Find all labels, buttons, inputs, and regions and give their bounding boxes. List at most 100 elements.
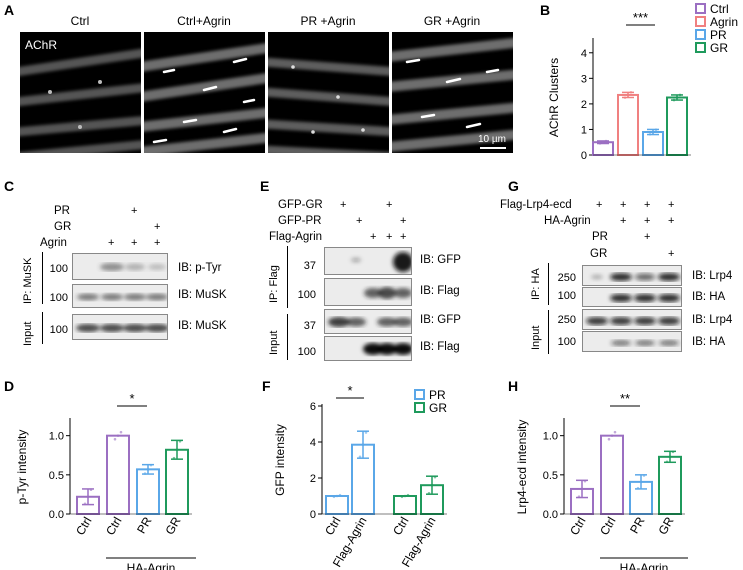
data-point [427, 492, 431, 495]
scale-bar [480, 147, 506, 149]
legend-swatch [414, 389, 425, 400]
bar [325, 495, 349, 515]
row-label-gfp-pr: GFP-PR [278, 215, 322, 227]
data-point [598, 142, 602, 145]
legend-label: Agrin [710, 15, 738, 29]
data-point [149, 463, 153, 467]
ib-label: IB: Lrp4 [692, 314, 733, 326]
mw-marker: 37 [303, 320, 316, 332]
data-point [406, 493, 410, 497]
data-point [678, 93, 682, 97]
row-label-gr: GR [54, 221, 72, 233]
ip-bracket [548, 263, 549, 305]
data-point [577, 495, 581, 498]
panel-label-b: B [540, 2, 551, 18]
bar [136, 468, 160, 515]
treatment-mark: + [668, 248, 675, 260]
bar [600, 434, 624, 516]
ip-label: IP: HA [530, 268, 542, 300]
x-tick-label: PR [627, 514, 648, 536]
data-point [601, 140, 605, 144]
mw-marker: 100 [297, 289, 316, 301]
treatment-mark: + [668, 199, 675, 211]
y-tick-label: 0.0 [543, 509, 558, 521]
legend-swatch [695, 42, 706, 53]
y-tick-label: 6 [310, 401, 316, 413]
y-axis-title: p-Tyr intensity [15, 430, 29, 505]
bar [666, 96, 688, 156]
data-point [639, 480, 643, 484]
micrograph-title-ctrl: Ctrl [70, 14, 90, 28]
y-axis-title: Lrp4-ecd intensity [515, 420, 529, 515]
group-label: HA-Agrin [127, 561, 176, 570]
treatment-mark: + [644, 199, 651, 211]
input-bracket [42, 312, 43, 344]
bar [106, 434, 130, 516]
data-point [83, 502, 87, 506]
data-point [433, 475, 437, 479]
treatment-mark: + [386, 199, 393, 211]
micrograph-ctrl: AChR [20, 32, 141, 153]
ip-bracket [42, 252, 43, 304]
data-point [172, 456, 176, 460]
data-point [146, 468, 150, 471]
treatment-mark: + [386, 231, 393, 243]
data-point [604, 139, 608, 143]
blot-flag-ip [324, 278, 412, 306]
data-point [403, 494, 407, 498]
blot-lrp4-ip [582, 265, 682, 286]
significance-label: * [129, 391, 134, 406]
legend-swatch [695, 16, 706, 27]
x-tick-label: Ctrl [390, 515, 411, 538]
x-tick-label: PR [134, 514, 155, 536]
treatment-mark: + [356, 215, 363, 227]
mw-marker: 100 [557, 290, 576, 302]
y-tick-label: 4 [581, 48, 587, 60]
ib-label: IB: Flag [420, 341, 460, 353]
ib-label: IB: MuSK [178, 289, 227, 301]
significance-label: *** [633, 10, 648, 25]
data-point [119, 430, 123, 434]
y-tick-label: 4 [310, 437, 316, 449]
legend-label: GR [429, 401, 447, 415]
bar [393, 495, 417, 515]
mw-marker: 100 [49, 292, 68, 304]
treatment-mark: + [131, 205, 138, 217]
micrograph-ctrl-agrin [144, 32, 265, 153]
significance-label: * [347, 383, 352, 398]
ib-label: IB: Flag [420, 285, 460, 297]
blot-musk-ip [72, 284, 168, 308]
treatment-mark: + [620, 199, 627, 211]
panel-label-e: E [260, 178, 270, 194]
ip-label: IP: Flag [268, 265, 280, 303]
data-point [338, 493, 342, 497]
legend-label: PR [429, 388, 446, 402]
data-point [668, 455, 672, 459]
data-point [178, 440, 182, 443]
treatment-mark: + [620, 215, 627, 227]
x-tick-label: Ctrl [103, 515, 124, 538]
data-point [675, 96, 679, 99]
blot-lrp4-input [582, 309, 682, 330]
micrograph-pr-agrin [268, 32, 389, 153]
mw-marker: 37 [303, 260, 316, 272]
blot-gfp-input [324, 309, 412, 334]
y-tick-label: 1.0 [49, 431, 64, 443]
data-point [642, 474, 646, 477]
y-tick-label: 0.5 [543, 470, 558, 482]
stain-label: AChR [25, 38, 58, 52]
data-point [430, 483, 434, 487]
row-label-agrin: Agrin [40, 237, 67, 249]
legend-swatch [695, 3, 706, 14]
y-tick-label: 2 [310, 473, 316, 485]
data-point [651, 130, 655, 134]
data-point [672, 98, 676, 102]
y-axis-title: AChR Clusters [547, 58, 561, 137]
data-point [607, 437, 611, 441]
blot-ptyr [72, 253, 168, 280]
treatment-mark: + [131, 237, 138, 249]
treatment-mark: + [644, 231, 651, 243]
legend-swatch [695, 29, 706, 40]
